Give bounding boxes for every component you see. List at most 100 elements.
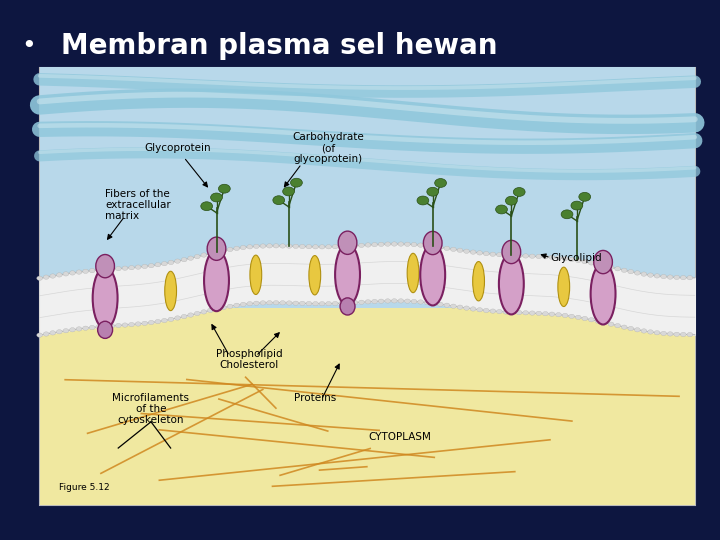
- Circle shape: [418, 300, 423, 304]
- Circle shape: [621, 325, 627, 329]
- Circle shape: [240, 245, 246, 249]
- Circle shape: [300, 245, 305, 249]
- Circle shape: [148, 320, 154, 325]
- Circle shape: [188, 256, 194, 260]
- Circle shape: [207, 308, 213, 313]
- Circle shape: [339, 301, 345, 306]
- Circle shape: [464, 249, 469, 253]
- Circle shape: [102, 324, 108, 328]
- Circle shape: [359, 300, 364, 305]
- Circle shape: [602, 264, 608, 268]
- Circle shape: [411, 299, 417, 303]
- Circle shape: [273, 196, 284, 205]
- Circle shape: [56, 329, 62, 334]
- Circle shape: [418, 243, 423, 247]
- Circle shape: [661, 274, 667, 279]
- Circle shape: [300, 301, 305, 306]
- Circle shape: [549, 255, 555, 259]
- Circle shape: [647, 330, 653, 334]
- Circle shape: [161, 319, 167, 323]
- Circle shape: [457, 248, 463, 252]
- Circle shape: [319, 301, 325, 306]
- Ellipse shape: [340, 298, 355, 315]
- Text: Microfilaments: Microfilaments: [112, 393, 189, 403]
- Circle shape: [654, 274, 660, 278]
- Circle shape: [427, 187, 438, 196]
- Circle shape: [569, 257, 575, 261]
- Text: CYTOPLASM: CYTOPLASM: [369, 432, 431, 442]
- Circle shape: [287, 301, 292, 305]
- Circle shape: [293, 301, 299, 305]
- Circle shape: [181, 314, 187, 319]
- Circle shape: [667, 275, 673, 279]
- Circle shape: [392, 299, 397, 303]
- Circle shape: [510, 253, 516, 258]
- Circle shape: [181, 258, 187, 262]
- Circle shape: [579, 192, 590, 201]
- Circle shape: [273, 244, 279, 248]
- Circle shape: [273, 301, 279, 305]
- Circle shape: [505, 197, 517, 205]
- Circle shape: [76, 270, 82, 274]
- Circle shape: [561, 210, 573, 219]
- Circle shape: [319, 245, 325, 249]
- Circle shape: [266, 301, 272, 305]
- Circle shape: [168, 260, 174, 265]
- Ellipse shape: [590, 264, 616, 325]
- Circle shape: [43, 275, 49, 279]
- Circle shape: [615, 323, 621, 328]
- Circle shape: [470, 307, 476, 311]
- Circle shape: [372, 242, 377, 247]
- Ellipse shape: [309, 255, 320, 295]
- Circle shape: [333, 301, 338, 306]
- Circle shape: [194, 254, 200, 259]
- Circle shape: [687, 333, 693, 337]
- Circle shape: [680, 275, 686, 280]
- Circle shape: [266, 244, 272, 248]
- Circle shape: [70, 328, 76, 332]
- Circle shape: [240, 302, 246, 307]
- Circle shape: [615, 267, 621, 271]
- Circle shape: [424, 300, 430, 305]
- Circle shape: [56, 273, 62, 277]
- Circle shape: [424, 244, 430, 248]
- Circle shape: [96, 325, 102, 329]
- Circle shape: [352, 244, 358, 248]
- Circle shape: [477, 251, 482, 255]
- Circle shape: [582, 259, 588, 264]
- Circle shape: [510, 310, 516, 314]
- Text: Carbohydrate: Carbohydrate: [292, 132, 364, 143]
- Circle shape: [339, 244, 345, 248]
- Circle shape: [102, 267, 108, 272]
- Text: Figure 5.12: Figure 5.12: [59, 483, 110, 492]
- Circle shape: [437, 245, 443, 249]
- Circle shape: [280, 301, 286, 305]
- Circle shape: [115, 323, 121, 328]
- Circle shape: [464, 306, 469, 310]
- Text: extracellular: extracellular: [105, 200, 171, 210]
- Circle shape: [234, 303, 240, 307]
- Ellipse shape: [96, 254, 114, 278]
- Circle shape: [306, 301, 312, 306]
- Circle shape: [674, 275, 680, 280]
- Circle shape: [529, 311, 535, 315]
- Circle shape: [89, 268, 95, 273]
- Circle shape: [641, 329, 647, 333]
- Circle shape: [214, 307, 220, 311]
- Circle shape: [417, 196, 429, 205]
- Circle shape: [194, 311, 200, 315]
- Ellipse shape: [98, 321, 112, 339]
- Circle shape: [621, 268, 627, 273]
- Circle shape: [470, 250, 476, 254]
- Circle shape: [595, 319, 600, 323]
- Text: glycoprotein): glycoprotein): [293, 154, 362, 164]
- Text: Proteins: Proteins: [294, 393, 336, 403]
- Circle shape: [207, 251, 213, 255]
- Circle shape: [43, 332, 49, 336]
- Circle shape: [333, 245, 338, 249]
- Circle shape: [680, 332, 686, 336]
- Circle shape: [283, 187, 294, 196]
- Circle shape: [497, 253, 503, 257]
- Circle shape: [529, 254, 535, 258]
- Ellipse shape: [338, 231, 357, 254]
